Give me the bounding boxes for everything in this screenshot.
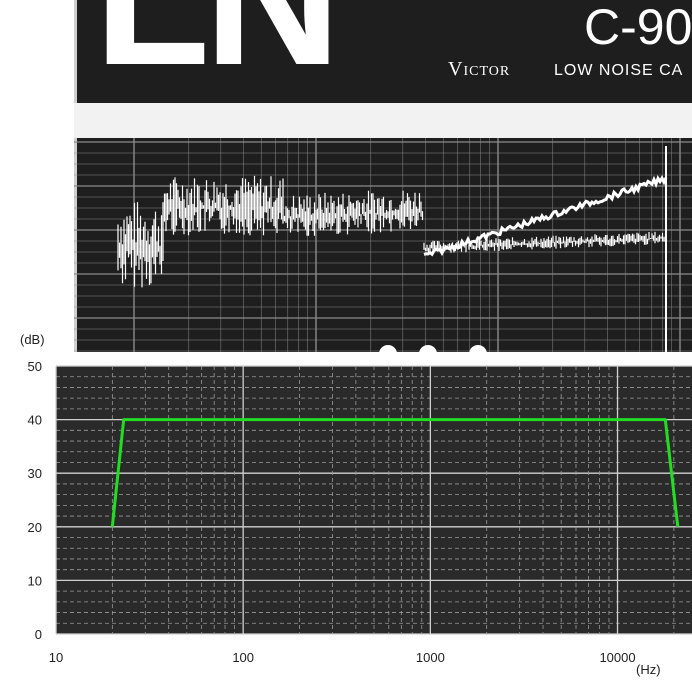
y-tick-label: 0 <box>35 627 42 642</box>
photo-dot <box>379 345 397 352</box>
photo-dot <box>419 345 437 352</box>
y-tick-label: 10 <box>28 573 42 588</box>
cassette-label-photo: LN C-90 Victor LOW NOISE CA <box>74 0 692 352</box>
series-line <box>110 418 680 527</box>
x-unit-label: (Hz) <box>636 662 661 677</box>
y-tick-label: 20 <box>28 520 42 535</box>
x-tick-label: 1000 <box>416 650 445 665</box>
series-layer <box>110 418 680 527</box>
photo-upper-trace <box>423 174 668 257</box>
photo-noise-band <box>117 175 667 288</box>
model-label: C-90 <box>584 0 692 55</box>
photo-spectrum-trace <box>117 146 668 352</box>
tagline-label: LOW NOISE CA <box>554 62 684 79</box>
tick-labels: 0 10 20 30 40 50 10 100 1000 10000 <box>28 359 636 665</box>
frequency-response-chart: (dB) (Hz) 0 10 20 30 40 50 10 100 1000 10000 <box>20 332 692 677</box>
photo-grid <box>74 138 692 352</box>
spectrum-photo <box>74 138 692 352</box>
y-tick-label: 30 <box>28 466 42 481</box>
white-band <box>74 103 692 138</box>
x-tick-label: 100 <box>232 650 254 665</box>
ln-logo: LN <box>94 0 341 94</box>
photo-dot <box>469 345 487 352</box>
y-tick-label: 40 <box>28 413 42 428</box>
x-tick-label: 10000 <box>599 650 635 665</box>
y-unit-label: (dB) <box>20 332 45 347</box>
maker-label: Victor <box>448 58 511 80</box>
y-tick-label: 50 <box>28 359 42 374</box>
photo-edge <box>74 0 77 352</box>
x-tick-label: 10 <box>49 650 63 665</box>
